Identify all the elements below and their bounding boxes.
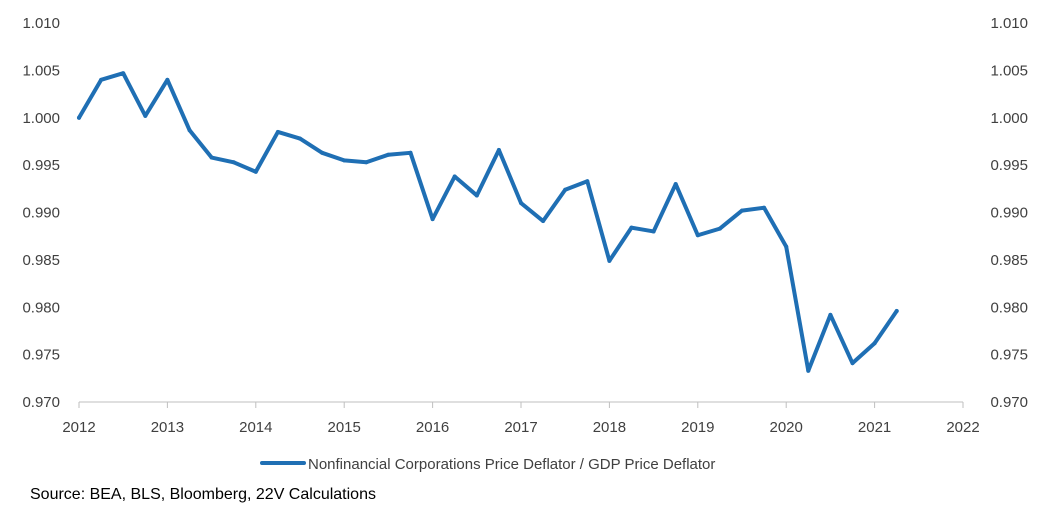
data-point — [762, 205, 767, 210]
data-point — [452, 174, 457, 179]
y-tick-label-left: 1.005 — [22, 62, 60, 79]
data-point — [740, 208, 744, 213]
x-tick-label: 2018 — [593, 419, 626, 436]
y-tick-label-left: 0.990 — [22, 205, 60, 222]
y-tick-label-right: 0.970 — [990, 394, 1028, 411]
data-point — [872, 341, 877, 346]
data-point — [784, 244, 789, 249]
data-point — [231, 160, 236, 165]
data-point — [408, 150, 413, 155]
data-point — [651, 229, 656, 234]
data-point — [121, 71, 126, 76]
y-tick-label-left: 1.010 — [22, 15, 60, 32]
data-point — [629, 225, 634, 230]
y-tick-label-right: 1.010 — [990, 15, 1028, 32]
x-tick-label: 2019 — [681, 419, 714, 436]
data-point — [806, 368, 811, 373]
y-tick-label-right: 0.995 — [990, 157, 1028, 174]
data-point — [386, 152, 391, 157]
data-point — [474, 193, 479, 198]
y-tick-label-left: 0.980 — [22, 299, 60, 316]
data-point — [607, 258, 612, 263]
x-tick-label: 2015 — [328, 419, 361, 436]
data-point — [519, 201, 523, 206]
x-tick-label: 2021 — [858, 419, 891, 436]
legend-label: Nonfinancial Corporations Price Deflator… — [308, 456, 715, 473]
data-point — [143, 113, 148, 118]
data-point — [77, 115, 81, 120]
data-point — [187, 128, 192, 133]
data-point — [894, 309, 899, 314]
right-y-tick-labels: 0.970 0.975 0.980 0.985 0.990 0.995 1.000 1.005… — [990, 15, 1028, 411]
data-point — [496, 147, 501, 152]
y-tick-label-right: 0.990 — [990, 205, 1028, 222]
left-y-tick-labels: 0.970 0.975 0.980 0.985 0.990 0.995 1.000 1.005… — [22, 15, 60, 411]
x-tick-label: 2020 — [770, 419, 803, 436]
x-tick-label: 2013 — [151, 419, 184, 436]
data-point — [673, 182, 678, 187]
data-point — [209, 155, 214, 160]
data-point — [298, 136, 302, 141]
data-point — [342, 158, 347, 163]
series-group — [77, 71, 899, 373]
y-tick-label-right: 1.005 — [990, 62, 1028, 79]
y-tick-label-right: 0.975 — [990, 347, 1028, 364]
data-point — [585, 179, 590, 184]
data-point — [563, 187, 568, 192]
series-line — [77, 71, 899, 373]
y-tick-label-left: 0.995 — [22, 157, 60, 174]
y-tick-label-left: 0.975 — [22, 347, 60, 364]
y-tick-label-left: 0.985 — [22, 252, 60, 269]
data-point — [275, 129, 280, 134]
x-tick-label: 2014 — [239, 419, 272, 436]
y-tick-label-left: 1.000 — [22, 110, 60, 127]
x-tick-label: 2012 — [62, 419, 95, 436]
data-point — [717, 226, 722, 231]
x-tick-label: 2017 — [504, 419, 537, 436]
data-point — [364, 160, 369, 165]
y-tick-label-right: 1.000 — [990, 110, 1028, 127]
data-point — [320, 150, 325, 155]
source-note: Source: BEA, BLS, Bloomberg, 22V Calcula… — [30, 486, 376, 503]
data-point — [828, 312, 833, 317]
y-tick-label-right: 0.980 — [990, 299, 1028, 316]
y-tick-label-right: 0.985 — [990, 252, 1028, 269]
data-point — [430, 217, 435, 222]
x-tick-labels: 2012 2013 2014 2015 2016 2017 2018 2019 2020 2021… — [62, 419, 979, 436]
data-point — [850, 361, 855, 366]
data-point — [541, 219, 546, 224]
data-point — [695, 233, 700, 238]
y-tick-label-left: 0.970 — [22, 394, 60, 411]
axes-group — [78, 401, 964, 408]
data-point — [253, 169, 258, 174]
legend: Nonfinancial Corporations Price Deflator… — [260, 456, 715, 473]
data-point — [165, 77, 170, 82]
x-tick-label: 2016 — [416, 419, 449, 436]
data-point — [99, 77, 104, 82]
x-tick-label: 2022 — [946, 419, 979, 436]
